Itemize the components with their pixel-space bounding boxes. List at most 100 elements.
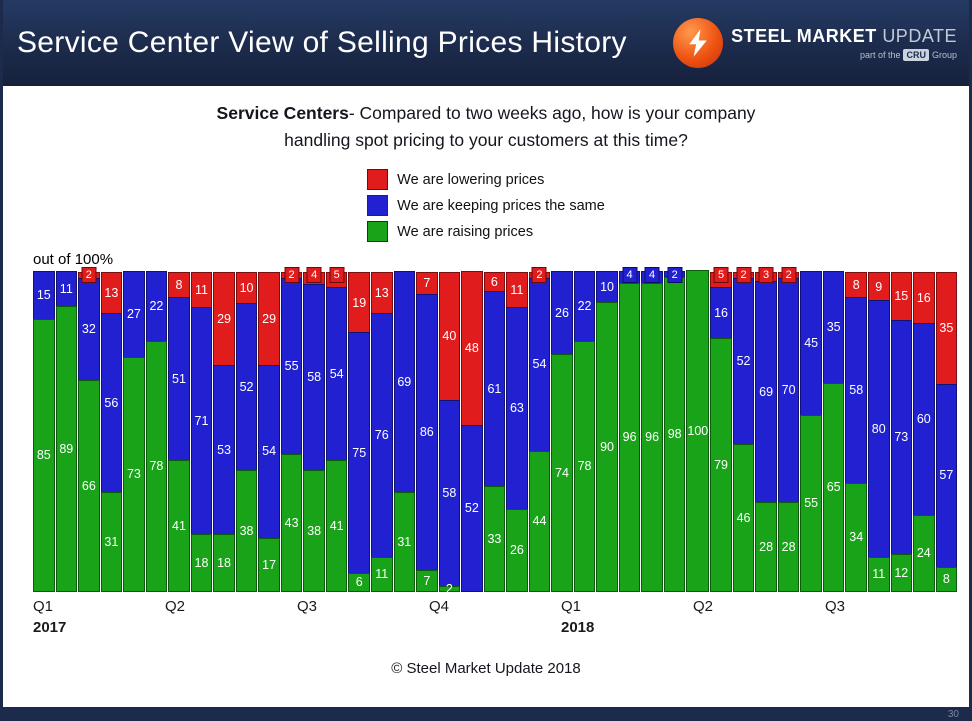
smu-logo-text: STEEL MARKET UPDATE part of the CRU Grou…: [731, 26, 957, 61]
bar-34-raising-segment: 28: [777, 502, 800, 593]
bar-26: 10 90: [596, 270, 618, 593]
bar-3-raising-segment: 66: [78, 379, 100, 593]
bar-11-lowering-segment: 29: [258, 272, 280, 366]
bar-39: 15 73 12: [890, 270, 913, 593]
bar-37-raising-segment: 34: [845, 482, 867, 593]
x-tick-3: Q3: [297, 598, 317, 615]
bar-10-lowering-segment: 10: [235, 272, 258, 305]
bottom-strip: 30: [3, 707, 969, 721]
bar-38-same-segment: 80: [867, 300, 890, 558]
bar-3-same-segment: 32: [78, 277, 100, 381]
bar-4-raising-segment: 31: [100, 492, 123, 593]
bar-5-raising-segment: 73: [123, 357, 145, 593]
x-tick-7: Q3: [825, 598, 845, 615]
logo-steel: STEEL: [731, 25, 792, 46]
bar-9: 29 53 18: [213, 270, 235, 593]
bar-31-same-segment: 16: [710, 287, 732, 339]
bar-21: 6 61 33: [483, 270, 506, 593]
y-axis-note: out of 100%: [33, 251, 114, 269]
stacked-bar-chart: 15 85 11 89 2 32 66 13 56 31 27 73 22 78 8 51 41 11 71 18 29…: [33, 267, 958, 595]
bar-3-lowering-callout: 2: [81, 267, 97, 284]
bar-13-lowering-callout: 4: [306, 267, 322, 284]
bar-28-same-callout: 4: [644, 267, 660, 284]
x-tick-quarter: Q1: [33, 598, 54, 616]
x-tick-4: Q4: [429, 598, 449, 615]
legend-item-lowering: We are lowering prices: [367, 169, 605, 191]
header: Service Center View of Selling Prices Hi…: [3, 0, 969, 86]
bar-29: 2 98: [663, 267, 686, 593]
bar-39-lowering-segment: 15: [890, 272, 913, 321]
smu-logo-bolt-icon: [673, 18, 724, 68]
bar-38-lowering-segment: 9: [867, 272, 890, 302]
bar-41-same-segment: 57: [935, 383, 958, 568]
bar-18: 7 86 7: [416, 270, 438, 593]
bar-29-same-callout: 2: [667, 267, 683, 284]
bar-24: 26 74: [551, 270, 573, 593]
bar-16: 13 76 11: [370, 270, 393, 593]
smu-logo: STEEL MARKET UPDATE part of the CRU Grou…: [673, 18, 957, 68]
bar-17-same-segment: 69: [393, 271, 416, 494]
x-tick-6: Q2: [693, 598, 713, 615]
bar-18-lowering-segment: 7: [416, 272, 438, 295]
bar-33: 3 69 28: [755, 267, 777, 593]
bar-4-lowering-segment: 13: [100, 272, 123, 315]
bar-19-raising-segment: 2: [438, 582, 461, 595]
legend-label-lowering: We are lowering prices: [397, 171, 545, 188]
bar-12-same-segment: 55: [280, 277, 303, 455]
bar-11-raising-segment: 17: [258, 537, 280, 593]
bar-36-same-segment: 35: [822, 271, 845, 384]
bar-34-lowering-callout: 2: [781, 267, 797, 284]
bar-39-same-segment: 73: [890, 319, 913, 555]
bar-17: 69 31: [393, 270, 416, 593]
bar-7-lowering-segment: 8: [168, 272, 190, 299]
question-line2: handling spot pricing to your customers …: [284, 130, 688, 151]
bar-36: 35 65: [822, 270, 845, 593]
bar-8-same-segment: 71: [190, 306, 213, 536]
bar-13: 4 58 38: [303, 267, 325, 593]
bar-25-raising-segment: 78: [573, 341, 596, 593]
logo-tagline: part of the CRU Group: [731, 48, 957, 61]
bar-9-lowering-segment: 29: [213, 272, 235, 366]
x-tick-year: 2018: [561, 619, 595, 637]
bar-19: 40 58 2: [438, 270, 461, 595]
bar-31-raising-segment: 79: [710, 337, 732, 593]
bar-27-same-callout: 4: [622, 267, 638, 284]
bar-20-same-segment: 52: [461, 424, 483, 593]
bar-14-raising-segment: 41: [325, 460, 348, 593]
bar-11: 29 54 17: [258, 270, 280, 593]
x-tick-5: Q1 2018: [561, 598, 594, 636]
bar-20-lowering-segment: 48: [461, 271, 483, 426]
bar-26-raising-segment: 90: [596, 302, 618, 593]
cru-badge: CRU: [903, 48, 929, 61]
logo-market: MARKET: [796, 25, 877, 46]
bar-10-raising-segment: 38: [235, 469, 258, 593]
bar-22: 11 63 26: [506, 270, 528, 593]
x-tick-1: Q1 2017: [33, 598, 66, 636]
x-tick-quarter: Q2: [693, 598, 714, 616]
bar-22-raising-segment: 26: [506, 508, 528, 593]
bar-21-same-segment: 61: [483, 290, 506, 487]
bar-16-raising-segment: 11: [370, 556, 393, 593]
bar-25-same-segment: 22: [573, 271, 596, 343]
x-tick-quarter: Q2: [165, 598, 186, 616]
bar-32: 2 52 46: [732, 267, 755, 593]
slide-number: 30: [947, 708, 959, 720]
bar-32-raising-segment: 46: [732, 444, 755, 593]
legend-label-same: We are keeping prices the same: [397, 197, 605, 214]
bar-33-same-segment: 69: [755, 280, 777, 504]
bar-28-raising-segment: 96: [641, 283, 663, 593]
bar-21-raising-segment: 33: [483, 486, 506, 593]
legend-swatch-same: [367, 195, 389, 217]
bar-37-lowering-segment: 8: [845, 272, 867, 299]
bar-9-same-segment: 53: [213, 364, 235, 536]
logo-tagline-suffix: Group: [931, 49, 957, 60]
bar-32-same-segment: 52: [732, 277, 755, 446]
bar-3: 2 32 66: [78, 267, 100, 593]
bar-23-same-segment: 54: [528, 277, 551, 452]
bar-22-lowering-segment: 11: [506, 272, 528, 308]
bar-19-lowering-segment: 40: [438, 272, 461, 402]
bar-13-raising-segment: 38: [303, 469, 325, 593]
bar-31-lowering-callout: 5: [713, 267, 729, 284]
x-tick-quarter: Q3: [297, 598, 318, 616]
bar-41: 35 57 8: [935, 270, 958, 593]
